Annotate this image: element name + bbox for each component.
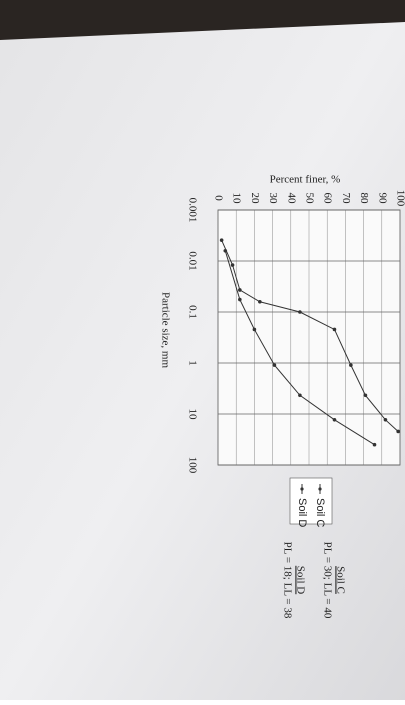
data-point [298, 310, 302, 314]
x-tick-label: 1 [186, 360, 198, 366]
legend-box [289, 477, 333, 525]
data-point [252, 327, 257, 332]
y-tick-label: 30 [267, 193, 279, 205]
x-tick-label: 100 [186, 457, 198, 474]
data-point [363, 393, 368, 398]
y-tick-label: 70 [340, 193, 352, 205]
data-point [238, 288, 242, 292]
data-point [272, 363, 277, 367]
annotation: Soil C [334, 566, 346, 594]
data-point [223, 248, 228, 253]
data-point [332, 418, 337, 422]
data-point [219, 238, 224, 242]
legend-marker [318, 487, 322, 491]
y-axis-title: Percent finer, % [270, 174, 341, 186]
table-edge [0, 0, 405, 40]
annotation: Soil D [294, 566, 306, 594]
legend-marker [300, 487, 304, 491]
annotation: PL = 30; LL = 40 [321, 542, 333, 619]
x-tick-label: 0.01 [186, 251, 198, 270]
legend-label: Soil D [296, 498, 308, 527]
y-tick-label: 60 [322, 193, 334, 205]
x-tick-label: 10 [186, 409, 198, 421]
y-tick-label: 90 [376, 193, 388, 205]
y-tick-label: 50 [303, 193, 315, 205]
x-tick-label: 0.001 [186, 198, 198, 223]
y-tick-label: 100 [394, 190, 405, 207]
y-tick-label: 0 [212, 195, 224, 201]
annotation: PL = 18; LL = 38 [281, 542, 293, 619]
data-point [238, 297, 242, 302]
data-point [349, 363, 353, 367]
legend-label: Soil C [314, 498, 326, 527]
data-point [298, 393, 302, 398]
data-point [396, 429, 400, 434]
data-point [258, 299, 262, 304]
y-tick-label: 80 [358, 193, 370, 205]
y-tick-label: 20 [249, 193, 261, 205]
data-point [230, 263, 235, 267]
data-point [383, 418, 388, 422]
y-tick-label: 10 [231, 193, 243, 205]
x-tick-label: 0.1 [186, 305, 198, 319]
data-point [332, 327, 337, 332]
y-tick-label: 40 [285, 193, 297, 205]
x-axis-title: Particle size, mm [159, 292, 171, 369]
series-line [221, 239, 399, 432]
data-point [372, 442, 377, 447]
